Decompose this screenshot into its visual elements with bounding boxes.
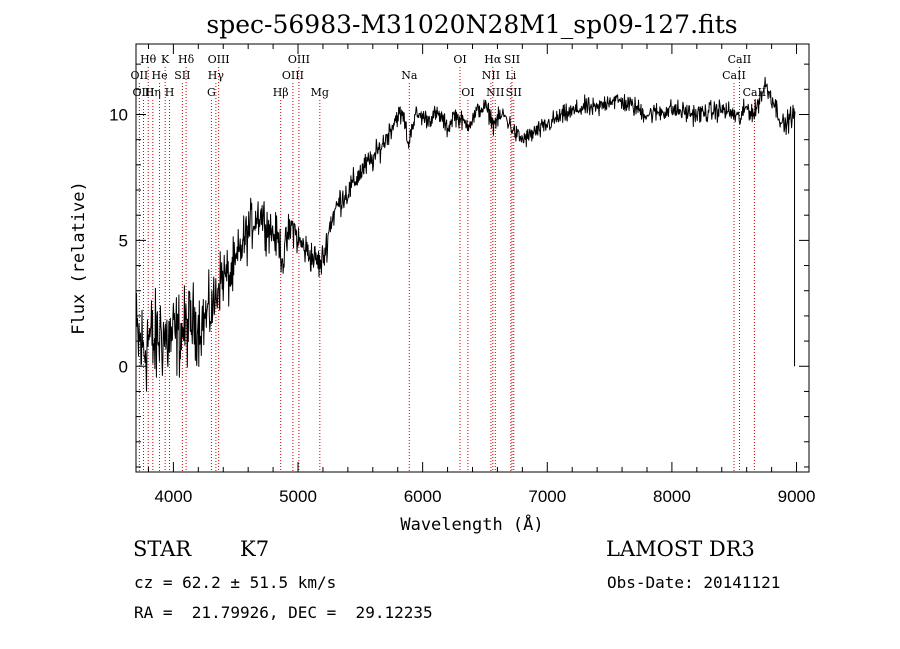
x-tick-label: 6000 xyxy=(404,487,442,506)
object-class: STAR xyxy=(133,537,192,561)
spectral-line-label: Na xyxy=(401,69,418,82)
spectral-line-label: OII xyxy=(131,69,149,82)
y-axis-label: Flux (relative) xyxy=(69,181,89,335)
spectrum-line xyxy=(135,76,796,392)
survey-name: LAMOST DR3 xyxy=(606,537,755,561)
spectral-line-label: CaII xyxy=(728,53,752,66)
spectral-line-label: OIII xyxy=(282,69,304,82)
y-tick-label: 0 xyxy=(119,357,128,376)
spectral-line-label: He xyxy=(152,69,168,82)
spectral-line-label: Mg xyxy=(311,86,329,99)
spectral-line-label: OIII xyxy=(208,53,230,66)
x-tick-label: 9000 xyxy=(778,487,816,506)
spectral-line-label: Hδ xyxy=(178,53,195,66)
chart-title: spec-56983-M31020N28M1_sp09-127.fits xyxy=(206,10,737,39)
x-tick-label: 4000 xyxy=(154,487,192,506)
spectral-line-label: Li xyxy=(505,69,516,82)
spectral-line-label: SII xyxy=(174,69,190,82)
spectral-line-label: K xyxy=(161,53,170,66)
x-tick-label: 5000 xyxy=(279,487,317,506)
spectral-line-label: Hα xyxy=(484,53,502,66)
y-tick-label: 10 xyxy=(109,105,128,124)
spectral-line-label: Hθ xyxy=(140,53,157,66)
spectral-line-label: SII xyxy=(504,53,520,66)
object-subclass: K7 xyxy=(240,537,270,561)
spectral-line-label: OIII xyxy=(288,53,310,66)
spectral-line-label: NII xyxy=(482,69,500,82)
spectral-line-label: Hγ xyxy=(208,69,225,82)
spectrum-layer xyxy=(135,76,796,392)
spectral-line-label: H xyxy=(165,86,175,99)
spectral-line-label: CaII xyxy=(722,69,746,82)
spectral-line-label: SII xyxy=(506,86,522,99)
spectral-line-label: Hη xyxy=(145,86,161,99)
coordinates-text: RA = 21.79926, DEC = 29.12235 xyxy=(134,603,433,622)
axes-layer: 4000 5000 6000 7000 8000 9000 0 5 10 xyxy=(109,44,815,506)
spectral-line-label: OI xyxy=(461,86,474,99)
spectral-line-label: NII xyxy=(486,86,504,99)
x-tick-label: 8000 xyxy=(653,487,691,506)
spectral-line-label: OI xyxy=(453,53,466,66)
y-tick-label: 5 xyxy=(119,231,128,250)
obs-date-text: Obs-Date: 20141121 xyxy=(607,573,781,592)
spectral-line-label: Hβ xyxy=(273,86,289,99)
redshift-text: cz = 62.2 ± 51.5 km/s xyxy=(134,573,337,592)
spectral-line-label: G xyxy=(207,86,216,99)
x-tick-label: 7000 xyxy=(528,487,566,506)
x-axis-label: Wavelength (Å) xyxy=(400,513,543,535)
